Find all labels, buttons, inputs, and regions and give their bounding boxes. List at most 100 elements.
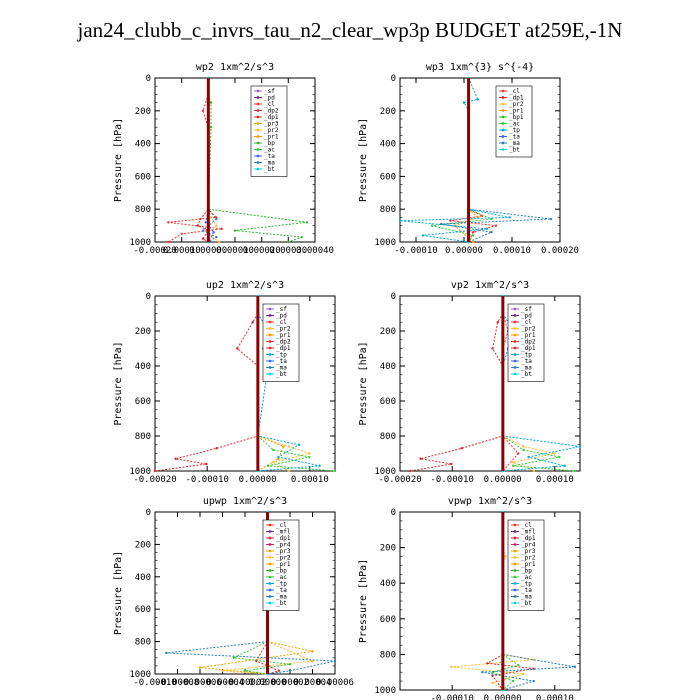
data-point: [450, 665, 453, 669]
legend-marker: [256, 122, 260, 125]
data-point: [305, 221, 309, 224]
y-tick-label: 200: [380, 327, 396, 337]
panel-upwp: upwp 1xm^2/s^3 Pressure [hPa] 0 200 400 600 80…: [113, 496, 354, 688]
legend-label: _sf: [521, 306, 532, 313]
data-point: [167, 240, 170, 244]
legend-label: _ma: [521, 365, 532, 372]
y-tick-label: 1000: [129, 670, 151, 680]
data-point: [251, 321, 254, 324]
data-point: [201, 229, 205, 232]
legend-label: _bp: [276, 568, 287, 575]
y-tick-label: 200: [380, 107, 396, 117]
x-tick-label: -0.00004: [201, 678, 244, 688]
legend-marker: [513, 588, 517, 592]
series-line-dp1: [197, 94, 210, 243]
legend-marker: [513, 333, 517, 337]
y-axis-label: Pressure [hPa]: [358, 118, 369, 202]
legend-marker: [513, 346, 517, 350]
legend-marker: [268, 569, 272, 572]
legend-label: _pr1: [521, 561, 536, 568]
legend-label: _ac: [521, 574, 532, 581]
data-point: [494, 224, 498, 227]
legend-label: _cl: [521, 522, 532, 529]
panel-title: wp2 1xm^2/s^3: [196, 62, 274, 73]
legend-marker: [513, 353, 517, 356]
x-tick-label: 0.00000: [239, 475, 277, 485]
data-point: [212, 230, 215, 234]
data-point: [490, 217, 493, 221]
legend-marker: [268, 346, 272, 350]
legend-marker: [256, 167, 260, 171]
legend-marker: [268, 359, 272, 363]
legend-label: _tp: [521, 352, 532, 359]
data-point: [209, 101, 213, 104]
legend-marker: [256, 115, 260, 119]
legend-label: _ta: [276, 587, 287, 594]
plot-frame: [399, 295, 581, 472]
legend-label: _dp1: [521, 345, 536, 352]
legend-marker: [256, 96, 260, 99]
data-point: [201, 237, 205, 240]
data-point: [522, 672, 525, 676]
legend-label: _pr2: [276, 326, 291, 333]
legend-label: _mfl: [276, 529, 291, 536]
x-tick-label: -0.00020: [133, 246, 176, 256]
y-axis-label: Pressure [hPa]: [358, 341, 369, 425]
data-point: [272, 448, 275, 452]
legend-label: _bt: [509, 147, 520, 154]
data-point: [490, 230, 493, 234]
data-point: [419, 457, 422, 460]
series-line-pr2: [502, 435, 555, 472]
legend-marker: [256, 128, 260, 132]
legend-label: _bt: [521, 600, 532, 607]
legend-label: _pr2: [509, 101, 524, 108]
data-point: [215, 217, 218, 221]
legend-marker: [268, 562, 272, 566]
legend-label: _mfl: [521, 529, 536, 536]
legend-label: _cl: [276, 522, 287, 529]
x-tick-label: 0.00006: [316, 678, 354, 688]
x-tick-label: 0.00030: [269, 246, 307, 256]
y-tick-label: 800: [380, 205, 396, 215]
data-point: [333, 469, 337, 473]
series-line-tp: [399, 77, 510, 243]
legend-label: _ac: [509, 121, 520, 128]
series-line-pr2: [222, 641, 315, 675]
y-tick-label: 0: [391, 74, 396, 84]
data-point: [549, 217, 553, 221]
data-point: [196, 224, 199, 227]
data-point: [511, 464, 515, 467]
legend-label: _cl: [521, 319, 532, 326]
data-point: [527, 455, 530, 459]
plot-frame: [154, 77, 316, 243]
legend-label: _sf: [264, 88, 275, 95]
y-tick-label: 1000: [129, 238, 151, 248]
legend-marker: [268, 366, 272, 369]
data-point: [209, 216, 213, 219]
x-tick-label: -0.00002: [223, 678, 266, 688]
data-point: [300, 235, 303, 239]
x-tick-label: 0.00000: [445, 246, 483, 256]
y-tick-label: 600: [380, 615, 396, 625]
legend-label: _pr4: [521, 542, 536, 549]
data-point: [578, 445, 582, 448]
data-point: [215, 235, 218, 239]
data-point: [421, 234, 425, 237]
legend-label: _pr1: [276, 561, 291, 568]
legend-label: _ma: [276, 365, 287, 372]
x-tick-label: -0.00010: [186, 475, 229, 485]
data-point: [553, 452, 556, 455]
series-line-pr1: [453, 208, 479, 243]
data-point: [201, 109, 205, 113]
x-tick-label: 0.00000: [484, 475, 522, 485]
data-point: [174, 457, 177, 460]
legend-label: _ta: [264, 153, 275, 160]
x-tick-label: 0.00000: [249, 678, 287, 688]
x-tick-label: 0.00010: [291, 475, 329, 485]
legend-box: [507, 303, 545, 382]
legend-marker: [501, 135, 505, 138]
legend-marker: [256, 148, 260, 151]
x-tick-label: 0.00000: [484, 694, 522, 700]
y-tick-label: 200: [135, 107, 151, 117]
y-tick-label: 800: [135, 638, 151, 648]
